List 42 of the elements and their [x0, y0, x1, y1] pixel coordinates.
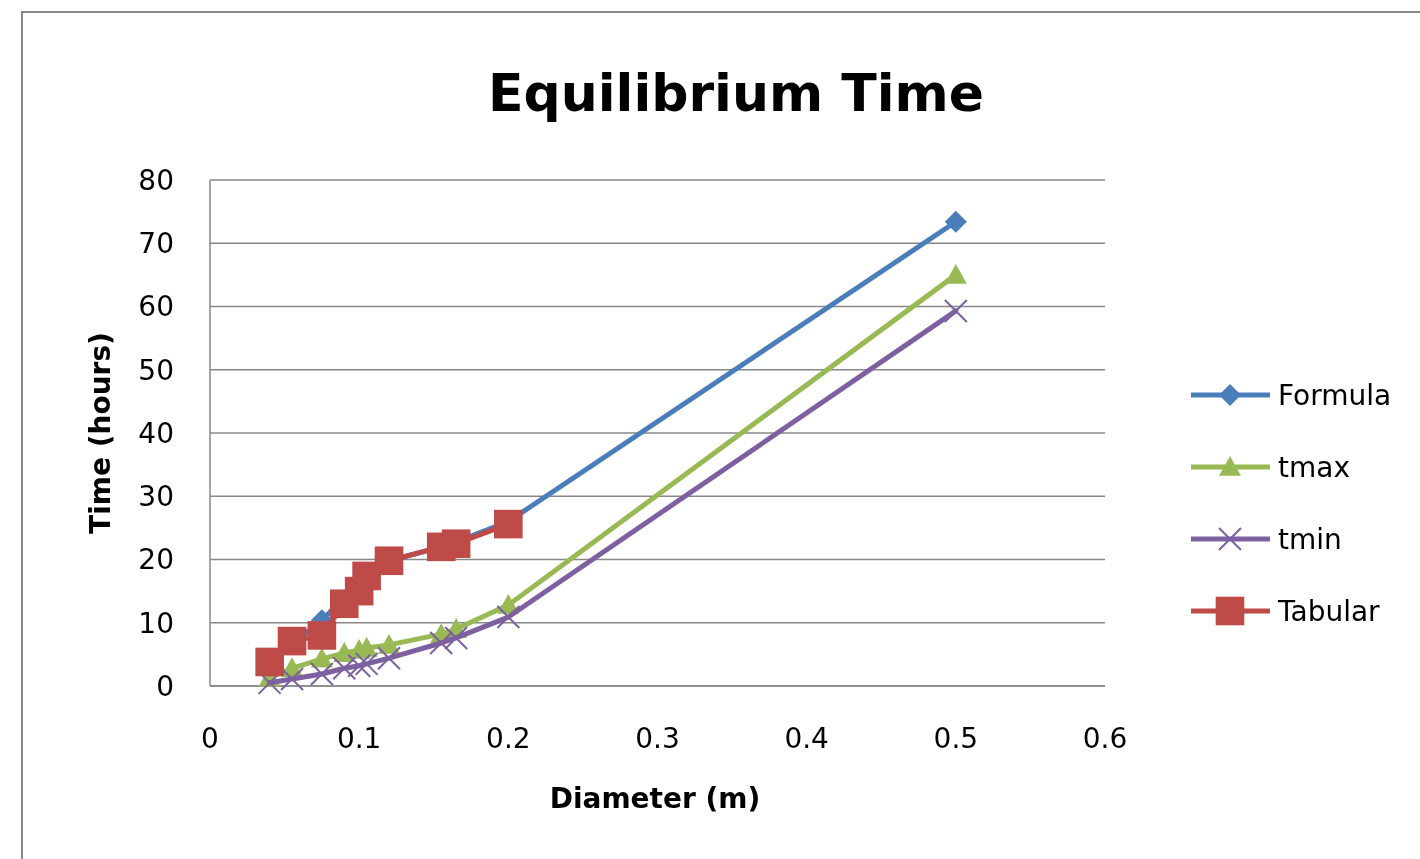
point [441, 529, 471, 558]
x-tick-label: 0.1 [336, 722, 382, 755]
y-tick-label: 70 [138, 227, 174, 261]
point [374, 546, 404, 576]
point [277, 626, 307, 656]
y-tick-label: 40 [138, 416, 174, 450]
y-tick-label: 30 [138, 480, 174, 514]
point [255, 647, 284, 677]
x-axis-title: Diameter (m) [549, 782, 761, 815]
y-tick-label: 60 [138, 290, 174, 324]
point [377, 646, 401, 671]
point [943, 298, 968, 323]
point [494, 509, 523, 539]
y-tick-label: 50 [138, 353, 174, 387]
x-tick-label: 0.4 [784, 722, 829, 755]
x-tick-label: 0.5 [933, 722, 979, 755]
chart-title: Equilibrium Time [488, 63, 984, 123]
point [332, 656, 357, 681]
point [280, 667, 305, 692]
point [347, 653, 372, 678]
y-tick-label: 10 [138, 606, 174, 640]
legend-label: tmax [1278, 450, 1350, 484]
legend-label: Formula [1278, 378, 1392, 412]
point [307, 621, 337, 650]
y-tick-label: 80 [138, 163, 174, 197]
point [429, 630, 454, 655]
point [352, 561, 381, 591]
x-tick-label: 0.2 [486, 722, 531, 755]
x-tick-label: 0 [201, 722, 219, 755]
y-tick-label: 20 [138, 543, 174, 577]
x-tick-label: 0.3 [635, 722, 680, 755]
point [310, 647, 333, 668]
point [309, 661, 334, 686]
point [496, 605, 521, 630]
legend-label: tmin [1278, 522, 1342, 556]
x-tick-label: 0.6 [1082, 722, 1128, 755]
y-axis-title: Time (hours) [84, 332, 117, 534]
point [354, 651, 379, 676]
point [444, 625, 469, 650]
legend-label: Tabular [1277, 594, 1381, 628]
point [944, 210, 967, 233]
y-tick-label: 0 [156, 669, 174, 703]
